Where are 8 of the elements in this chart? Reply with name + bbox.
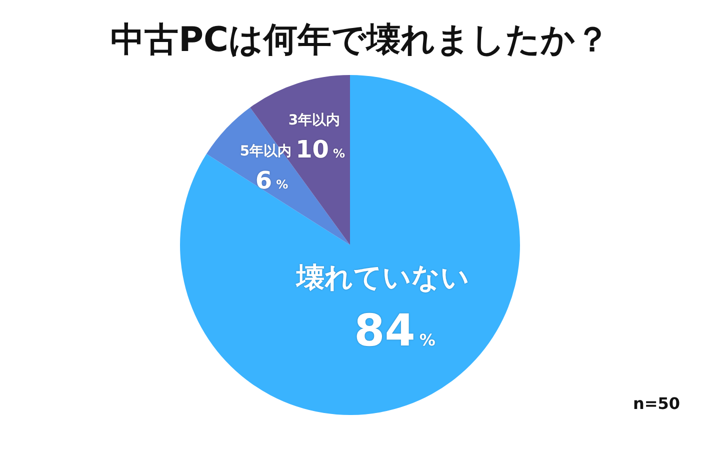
text: n=50 [632, 394, 680, 414]
slice-label: 壊れていない [295, 260, 470, 294]
data-label: 84% [354, 305, 436, 356]
data-label: 6% [255, 166, 288, 195]
slice-label: 3年以内 [288, 112, 340, 129]
slice-label: 5年以内 [240, 144, 292, 160]
chart-title: 中古PCは何年で壊れましたか？ [110, 19, 610, 62]
data-label: 10% [296, 136, 345, 164]
